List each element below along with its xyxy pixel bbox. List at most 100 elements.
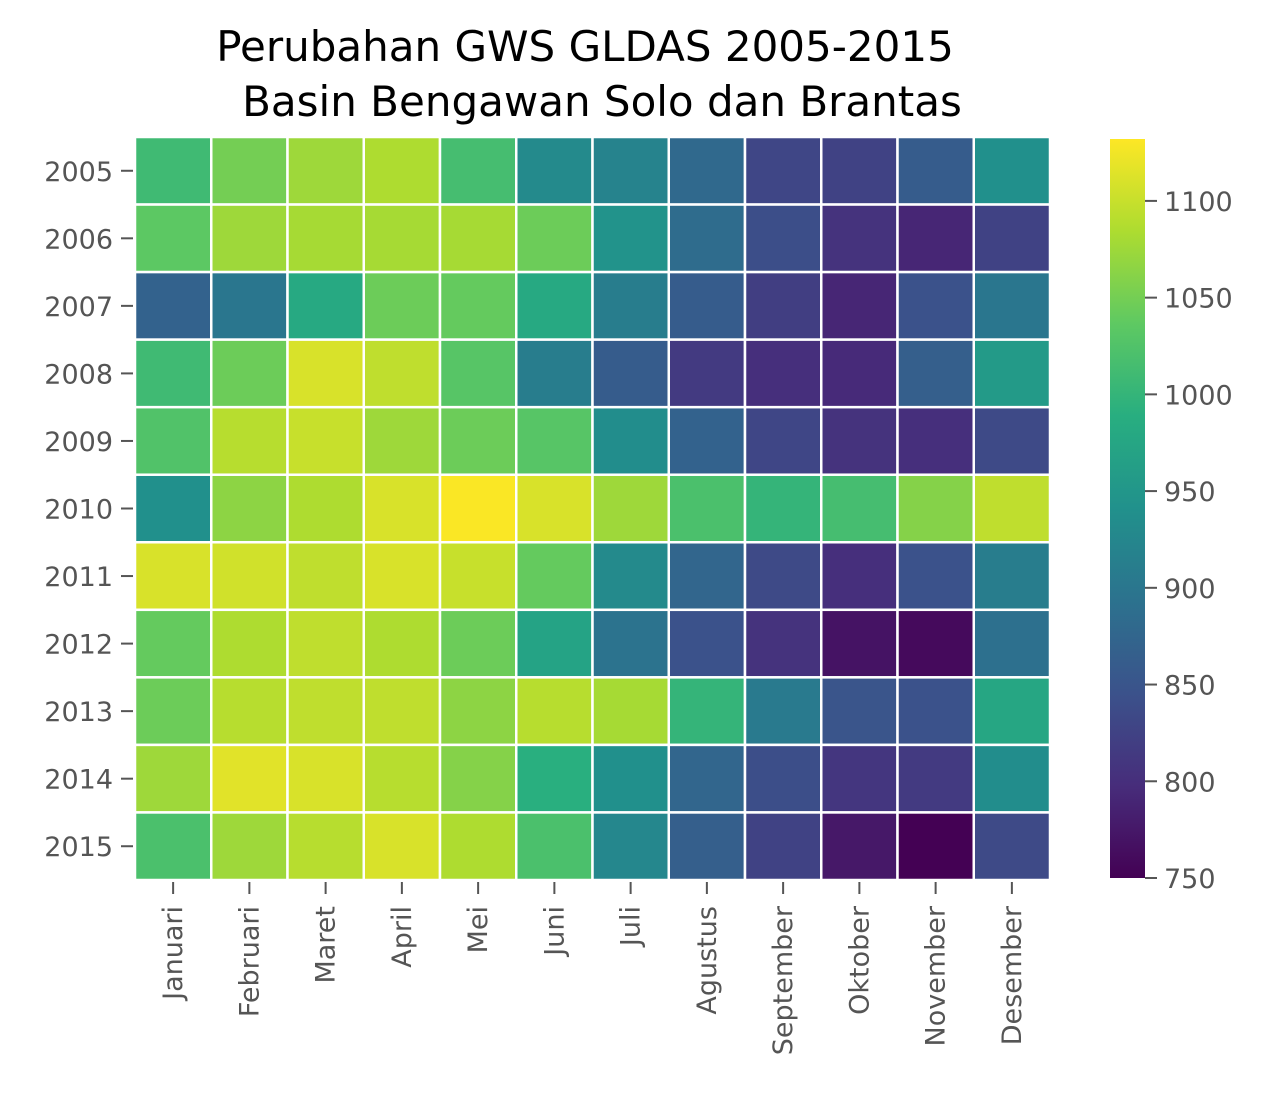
colorbar-tick-label: 750: [1164, 864, 1216, 895]
x-tick-label: Februari: [234, 906, 265, 1017]
heatmap-cell: [591, 270, 670, 341]
heatmap-cell: [438, 270, 518, 341]
chart-title: Perubahan GWS GLDAS 2005-2015 Basin Beng…: [216, 22, 962, 126]
heatmap-cell: [743, 608, 823, 679]
heatmap-cell: [896, 608, 975, 679]
heatmap-cell: [133, 270, 213, 341]
heatmap-cell: [591, 405, 670, 476]
heatmap-cell: [591, 203, 670, 274]
heatmap-cell: [438, 541, 518, 612]
y-tick-label: 2012: [44, 630, 113, 661]
heatmap-cell: [667, 135, 747, 206]
heatmap-cell: [972, 203, 1052, 274]
heatmap-cell: [896, 811, 975, 882]
heatmap-cell: [972, 338, 1052, 409]
heatmap-cell: [972, 811, 1052, 882]
heatmap-cell: [286, 811, 365, 882]
heatmap-cell: [286, 473, 365, 544]
heatmap-cell: [210, 541, 289, 612]
heatmap-cell: [896, 338, 975, 409]
heatmap-cell: [286, 405, 365, 476]
heatmap-cell: [667, 473, 747, 544]
heatmap-cell: [133, 338, 213, 409]
heatmap-cell: [896, 203, 975, 274]
colorbar-tick-label: 1100: [1164, 187, 1233, 218]
heatmap-cell: [515, 338, 594, 409]
chart-title-line-2: Basin Bengawan Solo dan Brantas: [242, 77, 962, 126]
heatmap-cell: [667, 270, 747, 341]
x-tick-label: September: [768, 905, 799, 1055]
heatmap-cell: [591, 338, 670, 409]
y-tick-label: 2010: [44, 495, 113, 526]
x-axis: Januari Februari Maret April Mei Juni Juli Agus…: [158, 882, 1028, 1055]
y-tick-label: 2005: [44, 157, 113, 188]
heatmap-cell: [972, 743, 1052, 814]
x-tick-label: Januari: [158, 906, 189, 1002]
y-tick-label: 2009: [44, 427, 113, 458]
heatmap-cell: [362, 135, 442, 206]
heatmap-cell: [286, 338, 365, 409]
heatmap-cell: [286, 270, 365, 341]
y-axis: 2005 2006 2007 2008 2009 2010 2011 2012 2013 2014…: [44, 157, 133, 863]
heatmap-cell: [210, 135, 289, 206]
heatmap-cell: [820, 135, 899, 206]
heatmap-cell: [286, 608, 365, 679]
heatmap-cell: [133, 135, 213, 206]
heatmap-cell: [743, 203, 823, 274]
heatmap-cell: [896, 743, 975, 814]
heatmap-cell: [210, 608, 289, 679]
y-tick-label: 2011: [44, 562, 113, 593]
heatmap-cell: [820, 338, 899, 409]
heatmap-cells: [133, 135, 1052, 882]
heatmap-cell: [515, 541, 594, 612]
x-tick-label: April: [387, 906, 418, 968]
heatmap-cell: [896, 473, 975, 544]
heatmap-cell: [133, 608, 213, 679]
heatmap-cell: [820, 811, 899, 882]
heatmap-cell: [133, 811, 213, 882]
x-tick-label: Oktober: [844, 905, 875, 1015]
heatmap-cell: [362, 203, 442, 274]
heatmap-cell: [362, 676, 442, 747]
heatmap-cell: [438, 338, 518, 409]
colorbar: 750 800 850 900 950 1000 1050 1100: [1110, 139, 1233, 895]
heatmap-cell: [591, 608, 670, 679]
heatmap-cell: [210, 811, 289, 882]
heatmap-cell: [743, 676, 823, 747]
heatmap-cell: [210, 743, 289, 814]
heatmap-cell: [820, 405, 899, 476]
heatmap-cell: [667, 676, 747, 747]
colorbar-tick-label: 1000: [1164, 380, 1233, 411]
heatmap-cell: [362, 541, 442, 612]
y-tick-label: 2013: [44, 697, 113, 728]
heatmap-cell: [515, 743, 594, 814]
heatmap-cell: [896, 135, 975, 206]
heatmap-cell: [820, 676, 899, 747]
y-tick-label: 2006: [44, 224, 113, 255]
y-tick-label: 2007: [44, 292, 113, 323]
heatmap-cell: [743, 270, 823, 341]
heatmap-cell: [743, 405, 823, 476]
heatmap-cell: [210, 338, 289, 409]
heatmap-cell: [591, 541, 670, 612]
heatmap-cell: [743, 473, 823, 544]
heatmap-cell: [743, 541, 823, 612]
heatmap-cell: [133, 676, 213, 747]
heatmap-cell: [820, 203, 899, 274]
x-tick-label: Mei: [463, 906, 494, 953]
heatmap-cell: [286, 743, 365, 814]
heatmap-cell: [438, 135, 518, 206]
heatmap-cell: [896, 541, 975, 612]
heatmap-cell: [972, 608, 1052, 679]
y-tick-label: 2008: [44, 359, 113, 390]
x-tick-label: Agustus: [692, 906, 723, 1015]
y-tick-label: 2015: [44, 832, 113, 863]
heatmap-cell: [820, 541, 899, 612]
heatmap-cell: [591, 676, 670, 747]
heatmap-cell: [591, 811, 670, 882]
colorbar-tick-label: 950: [1164, 477, 1216, 508]
heatmap-cell: [972, 135, 1052, 206]
heatmap-cell: [667, 405, 747, 476]
heatmap-cell: [133, 203, 213, 274]
